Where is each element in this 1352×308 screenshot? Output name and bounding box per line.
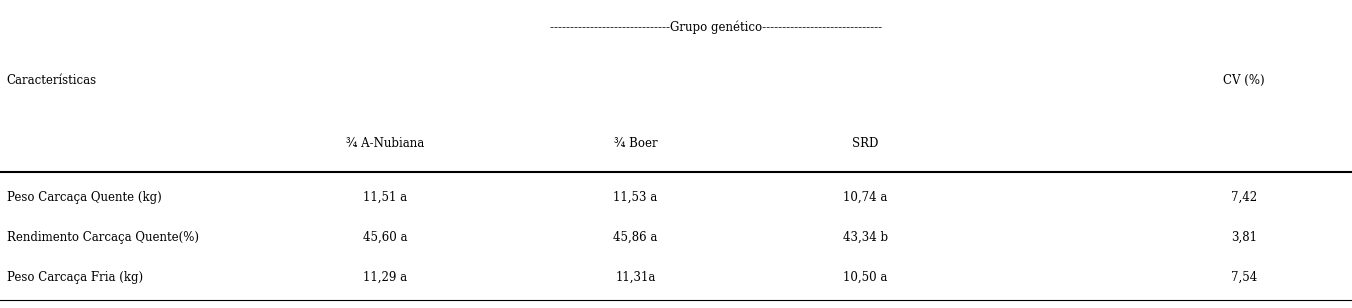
Text: CV (%): CV (%) <box>1224 74 1264 87</box>
Text: 11,53 a: 11,53 a <box>614 191 657 204</box>
Text: ------------------------------Grupo genético------------------------------: ------------------------------Grupo gené… <box>550 20 883 34</box>
Text: 43,34 b: 43,34 b <box>842 231 888 244</box>
Text: 11,29 a: 11,29 a <box>364 271 407 284</box>
Text: Peso Carcaça Fria (kg): Peso Carcaça Fria (kg) <box>7 271 143 284</box>
Text: 11,31a: 11,31a <box>615 271 656 284</box>
Text: 7,42: 7,42 <box>1230 191 1257 204</box>
Text: 45,60 a: 45,60 a <box>364 231 407 244</box>
Text: 7,54: 7,54 <box>1230 271 1257 284</box>
Text: 45,86 a: 45,86 a <box>614 231 657 244</box>
Text: Rendimento Carcaça Quente(%): Rendimento Carcaça Quente(%) <box>7 231 199 244</box>
Text: ¾ A-Nubiana: ¾ A-Nubiana <box>346 137 425 150</box>
Text: Peso Carcaça Quente (kg): Peso Carcaça Quente (kg) <box>7 191 161 204</box>
Text: 11,51 a: 11,51 a <box>364 191 407 204</box>
Text: 10,50 a: 10,50 a <box>844 271 887 284</box>
Text: Características: Características <box>7 74 97 87</box>
Text: ¾ Boer: ¾ Boer <box>614 137 657 150</box>
Text: 10,74 a: 10,74 a <box>844 191 887 204</box>
Text: SRD: SRD <box>852 137 879 150</box>
Text: 3,81: 3,81 <box>1230 231 1257 244</box>
